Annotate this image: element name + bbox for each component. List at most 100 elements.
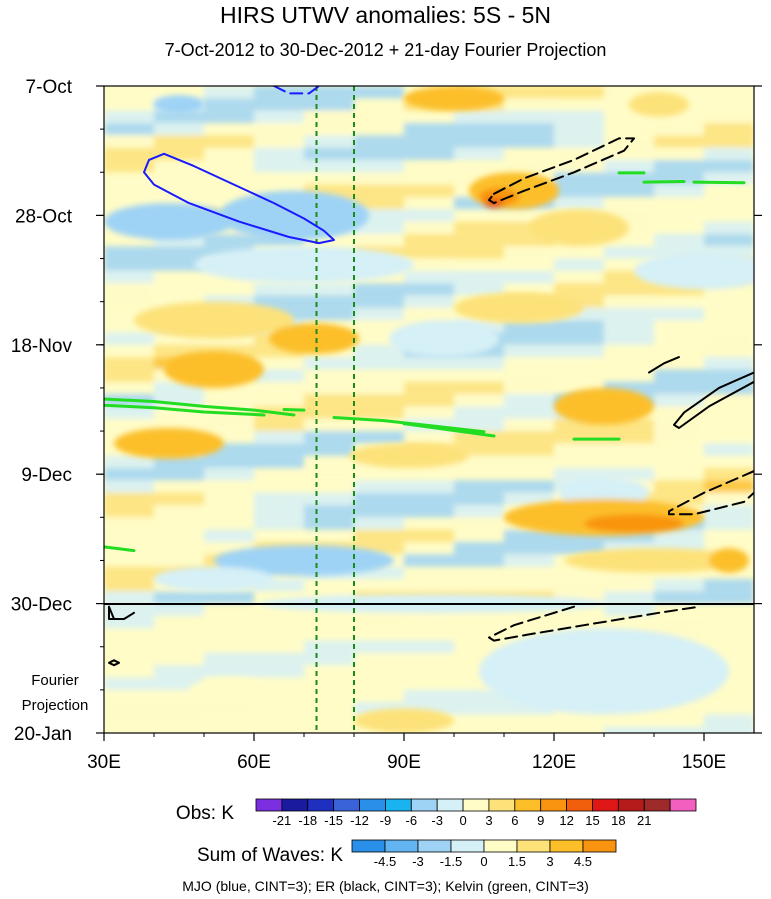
colorbar-tick-label: -12 [350, 813, 369, 828]
anomaly-cell [454, 541, 504, 555]
anomaly-cell [454, 122, 504, 136]
anomaly-cell [104, 455, 154, 469]
colorbar-swatch [549, 839, 584, 853]
er-contour [668, 470, 754, 516]
anomaly-cell [454, 233, 504, 247]
anomaly-cell [104, 406, 154, 419]
anomaly-patch [269, 323, 359, 355]
x-tick-label: 90E [387, 752, 421, 773]
anomaly-cell [654, 394, 704, 407]
anomaly-cell [504, 369, 554, 382]
er-contour [673, 371, 754, 429]
anomaly-cell [304, 505, 354, 518]
anomaly-cell [654, 344, 704, 358]
anomaly-cell [204, 702, 254, 715]
anomaly-cell [354, 221, 404, 234]
anomaly-cell [604, 443, 654, 456]
anomaly-cell [104, 603, 154, 616]
anomaly-patch [634, 252, 754, 290]
anomaly-cell [254, 431, 304, 444]
anomaly-cell [154, 258, 204, 271]
anomaly-cell [154, 455, 204, 469]
anomaly-cell [104, 578, 154, 592]
anomaly-cell [654, 307, 704, 321]
colorbar-tick-label: 18 [611, 813, 625, 828]
anomaly-cell [404, 147, 454, 160]
y-tick-label: 9-Dec [21, 465, 72, 486]
anomaly-cell [354, 431, 404, 444]
anomaly-cell [704, 147, 754, 160]
anomaly-cell [504, 381, 554, 395]
anomaly-cell [504, 159, 554, 173]
anomaly-cell [204, 652, 254, 666]
er-contour [488, 137, 635, 205]
anomaly-cell [704, 381, 754, 395]
anomaly-cell [204, 98, 254, 111]
anomaly-cell [104, 369, 154, 382]
kelvin-contour [402, 422, 496, 438]
anomaly-cell [354, 529, 404, 542]
colorbar-swatch [255, 798, 283, 812]
anomaly-cell [304, 492, 354, 506]
anomaly-cell [154, 122, 204, 136]
anomaly-cell [554, 344, 604, 358]
wave-legend-note: MJO (blue, CINT=3); ER (black, CINT=3); … [182, 878, 589, 894]
obs-colorbar: Obs: K -21 -18 -15 -12 -9 -6 -3 0 3 6 9 12 15 18 21 [176, 798, 697, 828]
anomaly-patch [154, 566, 274, 592]
anomaly-cell [554, 147, 604, 160]
anomaly-patch [479, 628, 729, 715]
anomaly-cell [204, 468, 254, 481]
anomaly-cell [204, 86, 254, 99]
anomaly-cell [104, 505, 154, 518]
anomaly-cell [404, 529, 454, 542]
anomaly-cell [404, 270, 454, 284]
anomaly-cell [704, 689, 754, 703]
anomaly-cell [404, 135, 454, 148]
anomaly-cell [604, 295, 654, 308]
anomaly-patch [134, 301, 294, 339]
anomaly-cell [504, 480, 554, 493]
anomaly-cell [204, 480, 254, 493]
anomaly-cell [704, 406, 754, 419]
anomaly-cell [304, 147, 354, 160]
colorbar-swatch [582, 839, 617, 853]
anomaly-cell [554, 443, 604, 456]
anomaly-cell [354, 615, 404, 629]
anomaly-cell [204, 529, 254, 542]
anomaly-cell [704, 517, 754, 530]
colorbar-swatch [417, 839, 452, 853]
kelvin-contour [104, 545, 136, 553]
anomaly-cell [104, 332, 154, 345]
anomaly-cell [654, 492, 704, 506]
anomaly-cell [454, 517, 504, 530]
anomaly-cell [404, 184, 454, 197]
anomaly-cell [504, 578, 554, 592]
anomaly-patch [349, 443, 469, 469]
colorbar-tick-label: 0 [459, 813, 466, 828]
y-tick-label: 20-Jan [14, 724, 72, 745]
anomaly-cell [154, 468, 204, 481]
anomaly-cell [454, 480, 504, 493]
plot-frame [103, 85, 755, 734]
anomaly-cell [704, 591, 754, 604]
anomaly-cell [504, 270, 554, 284]
anomaly-patch [114, 427, 224, 459]
anomaly-cell [404, 357, 454, 370]
anomaly-cell [354, 147, 404, 160]
anomaly-cell [204, 233, 254, 247]
anomaly-cell [304, 122, 354, 136]
anomaly-cell [454, 270, 504, 284]
anomaly-cell [104, 566, 154, 579]
anomaly-cell [304, 159, 354, 173]
x-tick-label: 150E [682, 752, 726, 773]
colorbar-tick-label: -6 [406, 813, 418, 828]
anomaly-cell [404, 258, 454, 271]
kelvin-contour [642, 180, 686, 184]
anomaly-cell [104, 159, 154, 173]
anomaly-cell [554, 369, 604, 382]
anomaly-cell [554, 122, 604, 136]
colorbar-swatch [450, 839, 485, 853]
er-contour [108, 659, 120, 667]
anomaly-cell [354, 344, 404, 358]
anomaly-patch [564, 548, 744, 573]
